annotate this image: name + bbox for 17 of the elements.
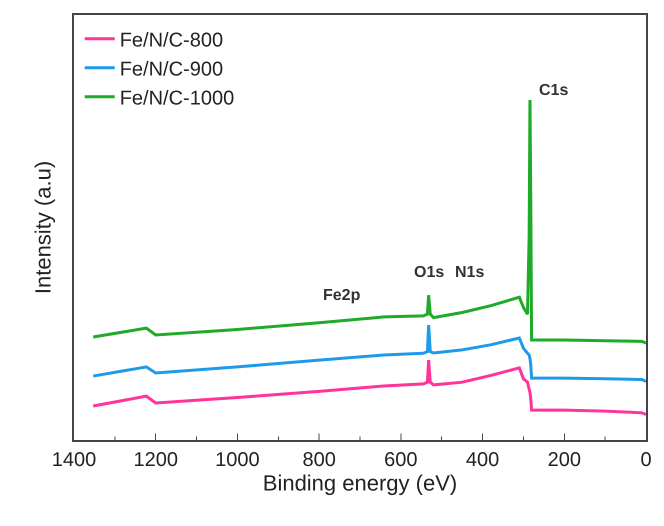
y-axis-title: Intensity (a.u) — [30, 160, 56, 294]
x-tick-label: 200 — [548, 448, 581, 471]
x-tick-label: 600 — [384, 448, 418, 471]
annotation: N1s — [455, 264, 484, 281]
annotation: Fe2p — [323, 287, 361, 304]
x-tick-label: 1200 — [133, 448, 178, 471]
x-axis-title: Binding energy (eV) — [262, 470, 458, 496]
annotation: O1s — [414, 264, 444, 281]
text: C1s — [539, 82, 568, 99]
legend-label: Fe/N/C-900 — [120, 58, 224, 81]
x-tick-label: 800 — [302, 448, 336, 471]
legend-label: Fe/N/C-800 — [120, 30, 224, 52]
x-tick-label: 400 — [466, 448, 500, 471]
x-tick-label: 1400 — [52, 448, 96, 471]
x-tick-label: 0 — [640, 448, 652, 471]
legend-label: Fe/N/C-1000 — [120, 88, 234, 110]
x-tick-label: 1000 — [215, 448, 260, 471]
